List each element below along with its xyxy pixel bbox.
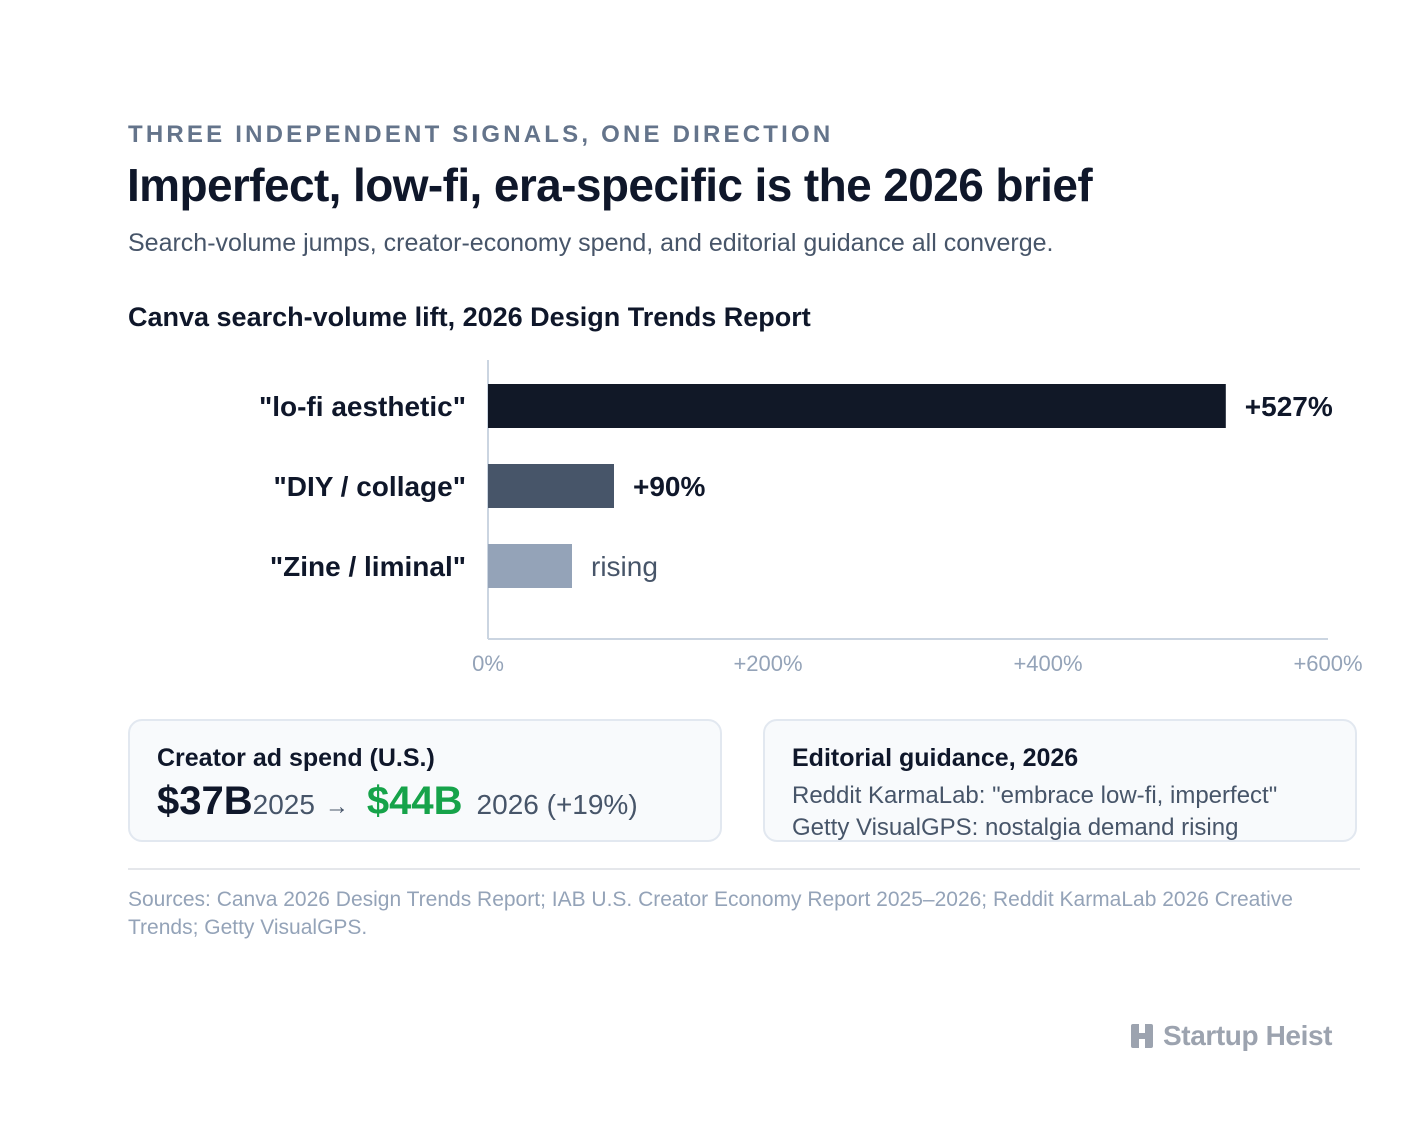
- editorial-line-getty: Getty VisualGPS: nostalgia demand rising: [792, 814, 1239, 841]
- editorial-guidance-label: Editorial guidance, 2026: [792, 744, 1079, 772]
- category-label: "DIY / collage": [273, 471, 466, 502]
- spend-2026-value: $44B: [366, 779, 463, 823]
- spend-2025-value: $37B: [157, 779, 253, 823]
- chart-title: Canva search-volume lift, 2026 Design Tr…: [128, 302, 811, 332]
- sources-note: Sources: Canva 2026 Design Trends Report…: [128, 888, 1293, 939]
- value-label: rising: [591, 551, 658, 582]
- eyebrow-label: THREE INDEPENDENT SIGNALS, ONE DIRECTION: [128, 121, 834, 148]
- brand-name: Startup Heist: [1163, 1020, 1333, 1051]
- editorial-guidance-card: Editorial guidance, 2026 Reddit KarmaLab…: [763, 719, 1357, 842]
- search-volume-bar-chart: 0% +200% +400% +600% "lo-fi aesthetic" +527% "…: [259, 360, 1363, 676]
- x-tick-label: +600%: [1293, 651, 1362, 676]
- bar: [488, 384, 1226, 428]
- spend-comparison: $37B 2025 → $44B 2026 (+19%): [157, 779, 638, 824]
- value-label: +90%: [633, 471, 705, 502]
- spend-2026-year: 2026 (+19%): [476, 789, 638, 820]
- x-tick-label: +400%: [1013, 651, 1082, 676]
- bar: [488, 544, 572, 588]
- startup-heist-logo-icon: [1131, 1024, 1153, 1048]
- brand-logo: Startup Heist: [1129, 1020, 1332, 1052]
- creator-ad-spend-card: Creator ad spend (U.S.) $37B 2025 → $44B…: [128, 719, 722, 842]
- footer-divider: [128, 868, 1360, 870]
- editorial-line-reddit: Reddit KarmaLab: "embrace low-fi, imperf…: [792, 782, 1278, 809]
- arrow-right-icon: →: [324, 793, 349, 820]
- category-label: "lo-fi aesthetic": [259, 391, 466, 422]
- page-subtitle: Search-volume jumps, creator-economy spe…: [128, 229, 1054, 257]
- creator-ad-spend-label: Creator ad spend (U.S.): [157, 744, 435, 772]
- bar: [488, 464, 614, 508]
- category-label: "Zine / liminal": [270, 551, 466, 582]
- x-tick-label: 0%: [472, 651, 504, 676]
- page-title: Imperfect, low-fi, era-specific is the 2…: [127, 159, 1093, 211]
- value-label: +527%: [1245, 391, 1333, 422]
- spend-2025-year: 2025: [252, 789, 315, 820]
- x-tick-label: +200%: [733, 651, 802, 676]
